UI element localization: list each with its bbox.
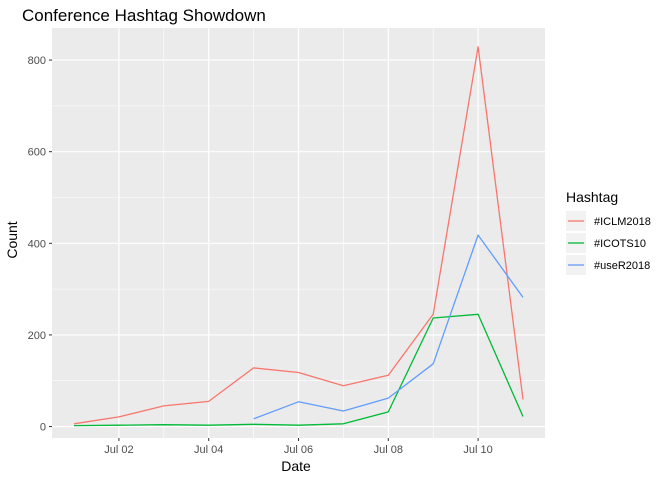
y-axis-ticks: 0 200 400 600 800 xyxy=(28,55,52,434)
series-line-1 xyxy=(73,46,524,425)
x-axis-title: Date xyxy=(281,458,311,474)
series-line-3 xyxy=(253,234,524,420)
x-tick-label: Jul 08 xyxy=(374,444,403,456)
x-tick-label: Jul 02 xyxy=(104,444,133,456)
legend-label: #useR2018 xyxy=(594,260,650,272)
series-line-2 xyxy=(73,313,524,427)
y-tick-label: 0 xyxy=(40,422,46,434)
legend: Hashtag #ICLM2018 #ICOTS10 #useR2018 xyxy=(566,189,651,275)
series-lines xyxy=(73,46,524,427)
x-tick-label: Jul 04 xyxy=(194,444,223,456)
x-tick-label: Jul 06 xyxy=(284,444,313,456)
major-gridlines xyxy=(52,28,545,438)
y-tick-label: 600 xyxy=(28,147,46,159)
y-tick-label: 400 xyxy=(28,238,46,250)
legend-label: #ICLM2018 xyxy=(594,216,651,228)
y-axis-title: Count xyxy=(4,221,20,258)
y-tick-label: 200 xyxy=(28,330,46,342)
x-tick-label: Jul 10 xyxy=(463,444,492,456)
y-tick-label: 800 xyxy=(28,55,46,67)
x-axis-ticks: Jul 02 Jul 04 Jul 06 Jul 08 Jul 10 xyxy=(104,438,493,456)
chart-title: Conference Hashtag Showdown xyxy=(22,6,266,25)
legend-title: Hashtag xyxy=(566,189,618,205)
legend-label: #ICOTS10 xyxy=(594,238,646,250)
